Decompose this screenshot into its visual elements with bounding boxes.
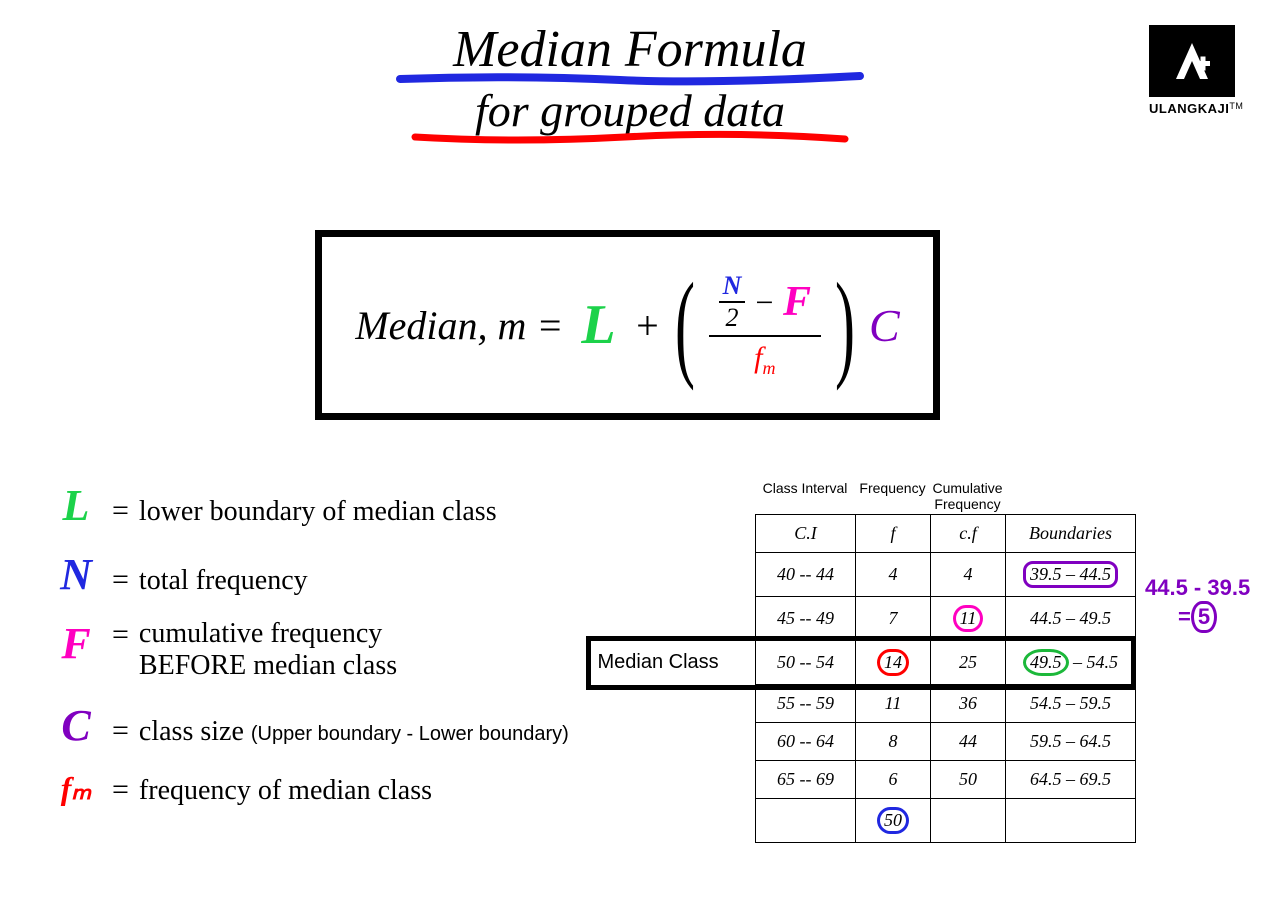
formula-minus: − [753,284,775,321]
median-formula: Median, m = L + ( N 2 − F fm ) C [355,271,899,379]
logo-mark [1149,25,1235,97]
page-title: Median Formula for grouped data [350,20,910,149]
table-row: 45 -- 4971144.5 – 49.5 [756,597,1136,641]
table-row: 60 -- 6484459.5 – 64.5 [756,723,1136,761]
table-row: 55 -- 59113654.5 – 59.5 [756,685,1136,723]
legend-F: F = cumulative frequency BEFORE median c… [50,618,590,682]
formula-fraction: N 2 − F fm [709,271,821,379]
formula-prefix: Median, m = [355,302,563,349]
legend-L: L = lower boundary of median class [50,480,590,531]
legend-C: C = class size (Upper boundary - Lower b… [50,700,590,751]
logo-brand-text: ULANGKAJITM [1149,101,1235,116]
formula-plus: + [634,302,661,349]
frequency-table-area: Class Interval Frequency Cumulative Freq… [755,480,1136,843]
table-row: 50 -- 54142549.5 – 54.5 [756,641,1136,685]
right-paren: ) [835,283,855,367]
legend-N: N = total frequency [50,549,590,600]
formula-two: 2 [726,303,739,333]
formula-F: F [783,278,811,326]
table-outer-headers: Class Interval Frequency Cumulative Freq… [755,480,1136,512]
formula-C: C [869,299,900,352]
frequency-table: C.I f c.f Boundaries 40 -- 444439.5 – 44… [755,514,1136,843]
formula-legend: L = lower boundary of median class N = t… [50,480,590,825]
legend-fm: fₘ = frequency of median class [50,769,590,807]
table-row: 40 -- 444439.5 – 44.5 [756,553,1136,597]
left-paren: ( [675,283,695,367]
class-size-calc: 44.5 - 39.5 =5 [1145,575,1250,633]
median-class-label: Median Class [598,651,719,674]
table-total-row: 50 [756,799,1136,843]
formula-N: N [719,271,746,303]
formula-box: Median, m = L + ( N 2 − F fm ) C [315,230,940,420]
brand-logo: ULANGKAJITM [1149,25,1235,116]
table-row: 65 -- 6965064.5 – 69.5 [756,761,1136,799]
formula-L: L [581,293,615,357]
formula-fm: fm [754,337,775,379]
table-header-row: C.I f c.f Boundaries [756,515,1136,553]
